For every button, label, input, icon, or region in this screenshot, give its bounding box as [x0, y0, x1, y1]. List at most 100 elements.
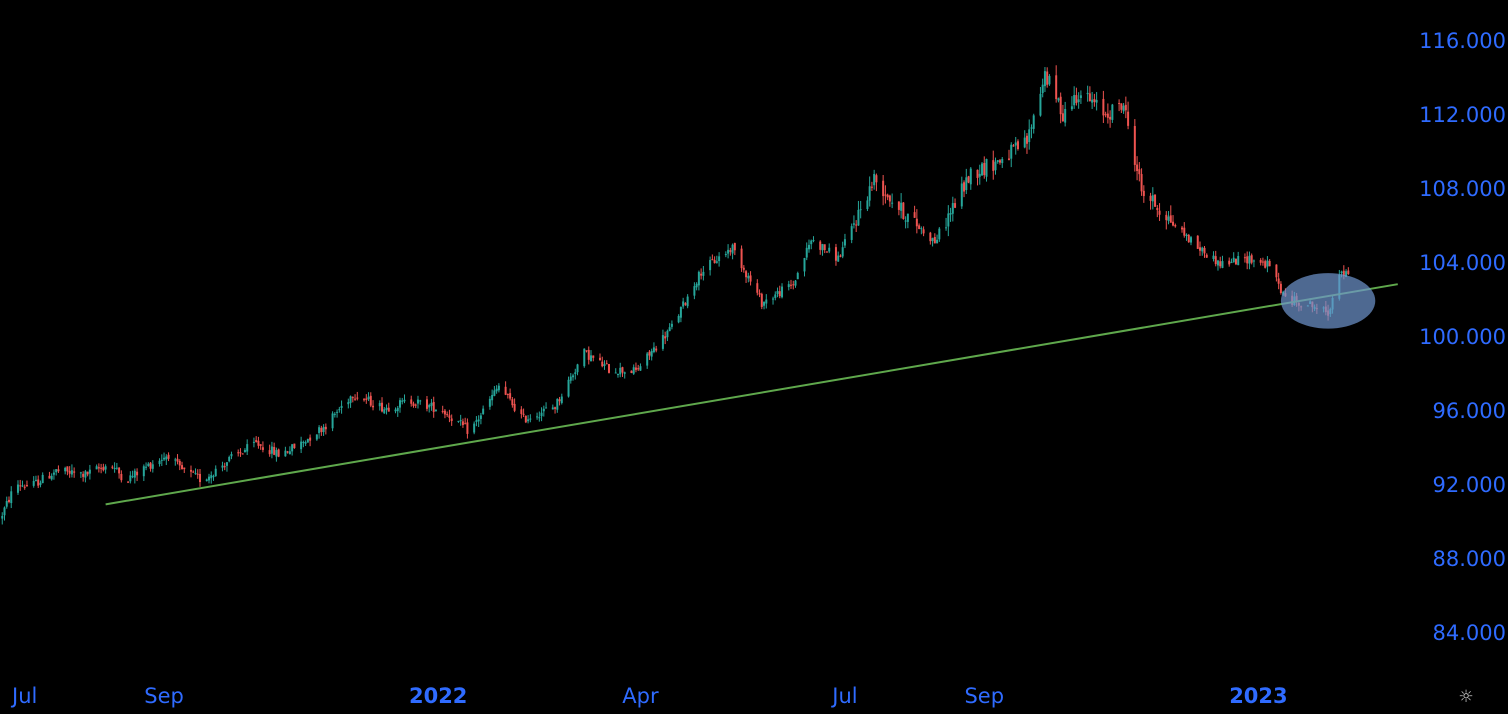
candle	[277, 448, 280, 458]
candle	[1061, 104, 1064, 122]
candle	[1043, 67, 1046, 93]
candle	[205, 478, 208, 482]
candle	[363, 397, 366, 402]
candle	[261, 441, 264, 453]
candle	[843, 233, 846, 249]
candle	[1275, 264, 1278, 282]
candle	[1016, 139, 1019, 151]
candle	[79, 471, 82, 478]
candle	[1142, 185, 1145, 203]
candle	[1149, 192, 1152, 210]
candle	[1219, 256, 1222, 269]
candle	[239, 448, 242, 457]
candle	[1243, 253, 1246, 263]
candle	[1138, 162, 1141, 182]
candle	[585, 350, 588, 353]
candle	[527, 415, 530, 424]
candle	[385, 404, 388, 415]
candle	[403, 394, 406, 404]
candle	[810, 239, 813, 250]
candle	[237, 449, 240, 457]
candle	[1014, 136, 1017, 155]
candle	[7, 496, 10, 504]
candle	[16, 480, 19, 495]
candle	[1181, 225, 1184, 233]
candle	[697, 270, 700, 291]
candle	[401, 397, 404, 405]
candle	[336, 409, 339, 418]
candle	[545, 402, 548, 409]
candle	[64, 466, 67, 475]
candle	[1122, 102, 1125, 114]
candle	[412, 401, 415, 408]
candle	[95, 464, 98, 470]
candle	[978, 164, 981, 185]
gear-icon[interactable]: ☼	[1458, 687, 1474, 707]
price-axis[interactable]: 84.000 88.000 92.000 96.000 100.000 104.000 10…	[1419, 29, 1506, 645]
candle	[354, 394, 357, 401]
candle	[1088, 86, 1091, 102]
candle	[888, 194, 891, 207]
candle	[906, 213, 909, 229]
candle	[1001, 157, 1004, 168]
candle	[257, 436, 260, 449]
candle	[551, 404, 554, 410]
trendline[interactable]	[105, 283, 1398, 506]
candle	[82, 471, 85, 482]
candle	[1237, 251, 1240, 266]
candle	[291, 443, 294, 456]
candle	[1086, 85, 1089, 102]
candle	[1264, 259, 1267, 269]
x-tick-label: Sep	[144, 684, 184, 708]
candle	[778, 285, 781, 299]
candle	[482, 405, 485, 415]
candle	[668, 323, 671, 332]
time-axis[interactable]: Jul Sep 2022 Apr Jul Sep 2023	[10, 684, 1288, 708]
candle	[448, 409, 451, 423]
candle	[686, 294, 689, 309]
candle	[1046, 67, 1049, 88]
candle	[243, 448, 246, 453]
candle	[176, 454, 179, 465]
candle	[520, 406, 523, 419]
candle	[147, 462, 150, 467]
candle	[419, 399, 422, 405]
candle	[100, 463, 103, 474]
candle	[1124, 96, 1127, 119]
candle	[1106, 103, 1109, 124]
candle	[1104, 111, 1107, 118]
candle	[273, 442, 276, 456]
candle	[48, 471, 51, 479]
candle	[183, 467, 186, 473]
candle	[632, 364, 635, 375]
candle	[151, 460, 154, 473]
candle	[666, 329, 669, 342]
candle	[479, 412, 482, 425]
candle	[758, 289, 761, 298]
candle	[10, 486, 13, 509]
candle	[464, 417, 467, 425]
highlight-ellipse[interactable]	[1280, 273, 1376, 329]
candle	[1073, 86, 1076, 109]
candle	[1347, 267, 1350, 275]
candle	[763, 301, 766, 310]
candle	[477, 415, 480, 427]
candle	[1228, 257, 1231, 267]
candle	[228, 455, 231, 463]
candle	[852, 215, 855, 229]
y-tick-label: 84.000	[1433, 621, 1506, 645]
candle	[646, 352, 649, 369]
candle	[338, 406, 341, 413]
candle	[497, 383, 500, 393]
candle	[1095, 92, 1098, 111]
candle	[918, 223, 921, 230]
candle	[1156, 205, 1159, 218]
candle	[68, 466, 71, 478]
candle	[1261, 257, 1264, 266]
candle	[711, 254, 714, 261]
candle	[558, 396, 561, 406]
candle	[367, 392, 370, 402]
candle	[259, 444, 262, 450]
candle	[306, 438, 309, 443]
